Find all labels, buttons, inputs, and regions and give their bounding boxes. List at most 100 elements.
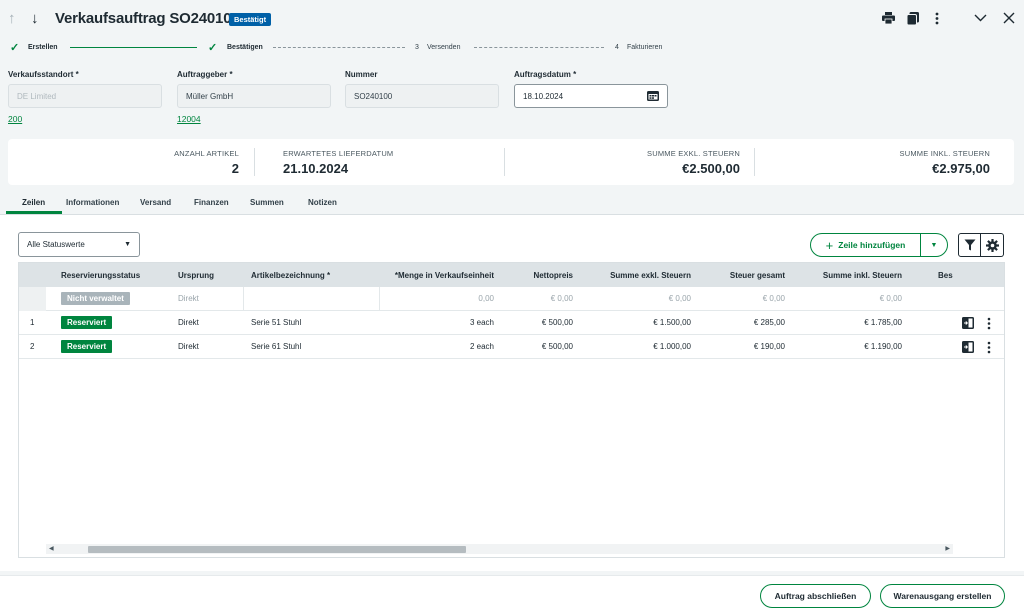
add-line-button[interactable]: + Zeile hinzufügen ▼ [810, 233, 948, 257]
article-cell[interactable]: Serie 61 Stuhl [251, 342, 302, 351]
origin-cell: Direkt [178, 342, 199, 351]
calendar-icon[interactable] [647, 90, 659, 103]
status-filter-select[interactable]: Alle Statuswerte ▼ [18, 232, 140, 257]
standort-field: DE Limited [8, 84, 162, 108]
tab-informationen[interactable]: Informationen [66, 198, 120, 207]
table-row[interactable]: 1 Reserviert Direkt Serie 51 Stuhl 3 eac… [19, 311, 1004, 335]
reservation-status-chip: Reserviert [61, 340, 113, 353]
auftraggeber-link[interactable]: 12004 [177, 114, 201, 124]
exkl-label: SUMME EXKL. STEUERN [647, 149, 740, 158]
filter-icon [964, 239, 975, 251]
origin-cell: Direkt [178, 294, 199, 303]
standort-link[interactable]: 200 [8, 114, 23, 124]
scroll-right-icon[interactable]: ▶ [945, 546, 950, 552]
inkl-value: €2.975,00 [932, 161, 990, 176]
settings-button[interactable] [981, 233, 1004, 257]
gear-icon [985, 238, 999, 252]
col-steuer[interactable]: Steuer gesamt [729, 271, 785, 280]
step-number: 4 [615, 44, 619, 51]
add-line-main[interactable]: + Zeile hinzufügen [811, 234, 921, 256]
article-cell[interactable]: Serie 51 Stuhl [251, 318, 302, 327]
table-header: Reservierungsstatus Ursprung Artikelbeze… [19, 263, 1004, 287]
col-bes[interactable]: Bes [938, 271, 953, 280]
step-connector [70, 47, 197, 48]
filter-button[interactable] [958, 233, 981, 257]
tab-zeilen[interactable]: Zeilen [22, 198, 46, 207]
anzahl-label: ANZAHL ARTIKEL [174, 149, 239, 158]
tax-cell: € 0,00 [762, 294, 785, 303]
table-row[interactable]: 2 Reserviert Direkt Serie 61 Stuhl 2 eac… [19, 335, 1004, 359]
tab-finanzen[interactable]: Finanzen [194, 198, 229, 207]
reservation-status-chip: Nicht verwaltet [61, 292, 130, 305]
scrollbar-thumb[interactable] [88, 546, 466, 553]
step-number: 3 [415, 44, 419, 51]
tab-versand[interactable]: Versand [140, 198, 172, 207]
excl-cell: € 1.500,00 [653, 318, 691, 327]
open-sidebar-icon[interactable] [962, 341, 974, 355]
tab-divider [0, 214, 1024, 215]
datum-field[interactable]: 18.10.2024 [514, 84, 668, 108]
caret-down-icon: ▼ [124, 241, 131, 248]
next-record-icon[interactable]: ↓ [31, 10, 39, 27]
nummer-label: Nummer [345, 70, 378, 79]
net-cell[interactable]: € 500,00 [541, 342, 573, 351]
qty-cell[interactable]: 2 each [469, 342, 494, 351]
print-icon[interactable] [880, 10, 896, 26]
col-summe-exkl[interactable]: Summe exkl. Steuern [610, 271, 691, 280]
tax-cell: € 285,00 [753, 318, 785, 327]
tax-cell: € 190,00 [753, 342, 785, 351]
summary-divider [504, 148, 505, 176]
col-nettopreis[interactable]: Nettopreis [533, 271, 573, 280]
auftraggeber-field: Müller GmbH [177, 84, 331, 108]
open-sidebar-icon[interactable] [962, 317, 974, 331]
add-line-label: Zeile hinzufügen [838, 240, 906, 250]
row-actions-icon[interactable] [987, 341, 991, 356]
nummer-field: SO240100 [345, 84, 499, 108]
col-menge[interactable]: *Menge in Verkaufseinheit [394, 271, 494, 280]
step-done-check-icon: ✓ [10, 42, 20, 54]
article-input-cell[interactable] [243, 287, 380, 311]
exkl-value: €2.500,00 [682, 161, 740, 176]
table-row: Nicht verwaltet Direkt 0,00 € 0,00 € 0,0… [19, 287, 1004, 311]
standort-label: Verkaufsstandort * [8, 70, 79, 79]
excl-cell: € 0,00 [668, 294, 691, 303]
step-connector [474, 47, 604, 48]
close-order-button[interactable]: Auftrag abschließen [760, 584, 871, 608]
row-actions-icon[interactable] [987, 317, 991, 332]
previous-record-icon[interactable]: ↑ [8, 10, 16, 27]
step-fakturieren: Fakturieren [627, 44, 663, 51]
close-icon[interactable] [1001, 10, 1017, 26]
qty-cell[interactable]: 3 each [469, 318, 494, 327]
step-versenden: Versenden [427, 44, 461, 51]
col-summe-inkl[interactable]: Summe inkl. Steuern [822, 271, 902, 280]
collapse-chevron-icon[interactable] [972, 10, 988, 26]
copy-icon[interactable] [905, 10, 921, 26]
horizontal-scrollbar[interactable]: ◀ ▶ [46, 544, 953, 554]
lieferdatum-value: 21.10.2024 [283, 161, 349, 176]
reservation-status-chip: Reserviert [61, 316, 113, 329]
step-erstellen: Erstellen [28, 44, 58, 51]
more-vertical-icon[interactable] [929, 10, 945, 26]
col-artikelbezeichnung[interactable]: Artikelbezeichnung * [251, 271, 331, 280]
row-number: 1 [30, 318, 35, 327]
incl-cell: € 1.190,00 [864, 342, 902, 351]
incl-cell: € 0,00 [879, 294, 902, 303]
net-cell: € 0,00 [550, 294, 573, 303]
summary-bar: ANZAHL ARTIKEL 2 ERWARTETES LIEFERDATUM … [8, 139, 1014, 185]
col-ursprung[interactable]: Ursprung [178, 271, 214, 280]
status-filter-value: Alle Statuswerte [27, 240, 85, 249]
create-shipment-button[interactable]: Warenausgang erstellen [880, 584, 1005, 608]
net-cell[interactable]: € 500,00 [541, 318, 573, 327]
tab-summen[interactable]: Summen [250, 198, 284, 207]
datum-value: 18.10.2024 [523, 91, 564, 101]
qty-cell: 0,00 [478, 294, 494, 303]
active-tab-indicator [6, 211, 62, 214]
tab-notizen[interactable]: Notizen [308, 198, 337, 207]
inkl-label: SUMME INKL. STEUERN [899, 149, 990, 158]
scroll-left-icon[interactable]: ◀ [49, 546, 54, 552]
origin-cell: Direkt [178, 318, 199, 327]
col-reservierungsstatus[interactable]: Reservierungsstatus [61, 271, 141, 280]
datum-label: Auftragsdatum * [514, 70, 577, 79]
step-done-check-icon: ✓ [208, 42, 218, 54]
add-line-dropdown[interactable]: ▼ [921, 242, 947, 249]
